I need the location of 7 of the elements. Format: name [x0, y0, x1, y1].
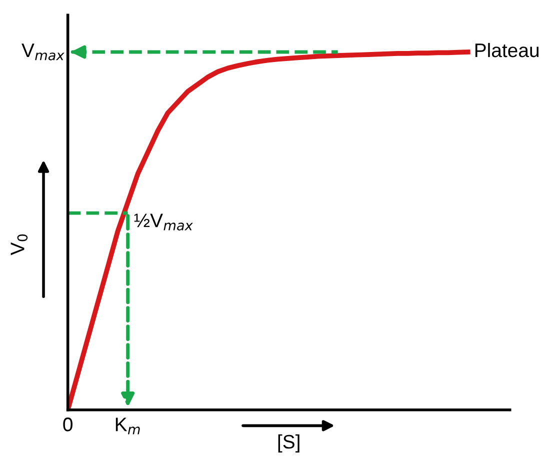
text: 0 [63, 418, 72, 432]
x-axis-title: [S] [278, 434, 300, 453]
text: K$_{m}$ [116, 418, 140, 434]
ref-line-label: V$_{max}$ [22, 44, 64, 60]
ref-line-label: ½V$_{max}$ [134, 214, 193, 230]
y-axis-title: V$_{0}$ [10, 234, 28, 256]
text: Plateau [475, 42, 539, 58]
